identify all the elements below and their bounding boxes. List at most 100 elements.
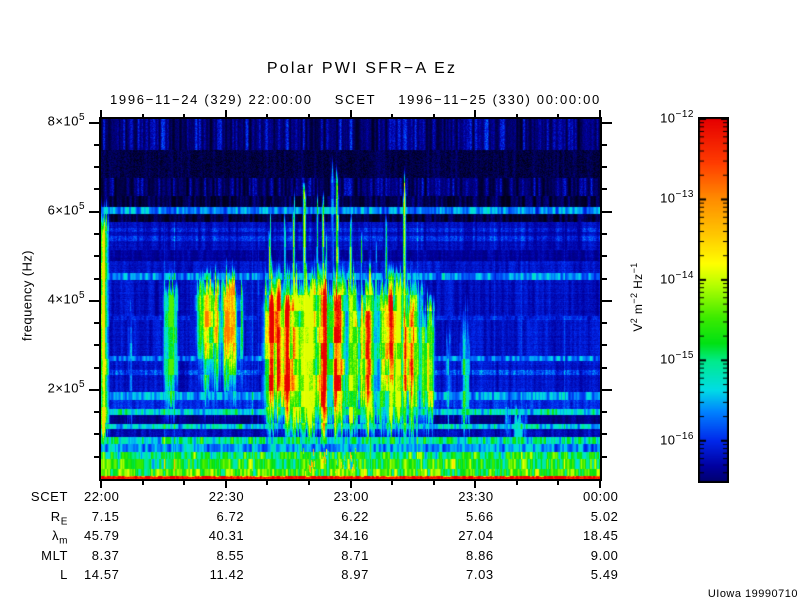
ephemeris-value: 7.15 [91,508,120,524]
tick-mark [142,481,144,485]
ephemeris-label-subscript: m [59,535,68,547]
ephemeris-row-label: MLT [8,548,68,563]
tick-mark [391,481,393,485]
unit-exponent: −2 [629,292,639,304]
credit-text: UIowa 19990710 [707,588,798,600]
ephemeris-value: 40.31 [208,528,245,543]
tick-mark [94,411,99,413]
y-tick-label: 6×105 [15,201,85,217]
ephemeris-value: 18.45 [582,528,619,543]
tick-mark [557,113,559,117]
ephemeris-label-subscript: E [60,516,68,528]
ephemeris-value: 6.22 [341,508,369,524]
tick-mark [94,367,99,369]
tick-mark [602,300,612,302]
tick-mark [516,113,518,117]
tick-mark [308,113,310,117]
ephemeris-row-label: λm [8,528,68,547]
tick-mark [391,113,393,117]
colorbar-label-exponent: −15 [675,350,694,362]
ephemeris-value: 34.16 [333,528,369,543]
tick-mark [474,110,476,117]
ephemeris-value: 6.72 [216,508,245,524]
tick-mark [433,481,435,485]
y-tick-exponent: 5 [78,289,85,301]
ephemeris-label-text: SCET [30,489,68,504]
colorbar-tick-label: 10−16 [634,431,694,447]
ephemeris-value: 00:00 [582,489,619,504]
tick-mark [599,110,601,117]
tick-mark [602,211,612,213]
colorbar-label-exponent: −12 [675,109,694,120]
tick-mark [602,233,607,235]
tick-mark [225,481,227,488]
tick-mark [89,211,99,213]
tick-mark [94,322,99,324]
tick-mark [266,113,268,117]
tick-mark [602,389,612,391]
tick-mark [602,188,607,190]
y-tick-label: 2×105 [15,379,85,395]
tick-mark [602,144,607,146]
colorbar [698,117,729,483]
y-tick-label: 4×105 [15,290,85,306]
ephemeris-value: 14.57 [83,567,120,582]
colorbar-label-base: 10 [660,432,676,448]
tick-mark [602,255,607,257]
colorbar-tick-label: 10−14 [634,270,694,286]
unit-symbol: m [631,303,645,315]
tick-mark [602,456,607,458]
tick-mark [94,456,99,458]
tick-mark [94,255,99,257]
ephemeris-value: 23:00 [333,489,369,504]
ephemeris-label-text: L [60,567,68,582]
tick-mark [94,233,99,235]
tick-mark [142,113,144,117]
tick-mark [89,389,99,391]
tick-mark [89,300,99,302]
tick-mark [602,122,612,124]
tick-mark [308,481,310,485]
y-tick-mantissa: 6×10 [47,202,79,217]
unit-symbol: V [631,323,645,332]
ephemeris-label-text: MLT [41,547,68,563]
plot-frame [99,117,602,481]
ephemeris-value: 23:30 [458,489,494,504]
tick-mark [89,122,99,124]
ephemeris-value: 5.66 [466,508,494,524]
ephemeris-value: 8.37 [91,547,120,563]
tick-mark [94,166,99,168]
spectrogram-canvas [101,119,600,479]
colorbar-label-base: 10 [660,271,676,287]
tick-mark [100,110,102,117]
tick-mark [94,144,99,146]
tick-mark [266,481,268,485]
ephemeris-row-label: SCET [8,489,68,504]
ephemeris-value: 7.03 [466,567,494,582]
tick-mark [350,481,352,488]
y-tick-mantissa: 8×10 [47,112,79,128]
tick-mark [94,278,99,280]
ephemeris-value: 45.79 [83,528,120,543]
tick-mark [94,433,99,435]
ephemeris-value: 8.55 [216,547,245,563]
start-datetime: 1996−11−24 (329) 22:00:00 [110,92,313,107]
tick-mark [602,411,607,413]
tick-mark [225,110,227,117]
tick-mark [183,113,185,117]
tick-mark [350,110,352,117]
y-tick-exponent: 5 [78,378,85,390]
tick-mark [94,344,99,346]
colorbar-tick-label: 10−13 [634,189,694,205]
ephemeris-value: 8.97 [341,567,369,582]
ephemeris-value: 8.86 [466,547,494,563]
unit-exponent: −1 [629,262,639,274]
colorbar-label-base: 10 [660,190,676,206]
tick-mark [516,481,518,485]
ephemeris-label-text: λ [51,528,60,543]
ephemeris-value: 5.02 [590,508,619,524]
end-datetime: 1996−11−25 (330) 00:00:00 [398,92,601,107]
tick-mark [602,344,607,346]
colorbar-tick-label: 10−15 [634,350,694,366]
ephemeris-value: 11.42 [209,567,245,582]
